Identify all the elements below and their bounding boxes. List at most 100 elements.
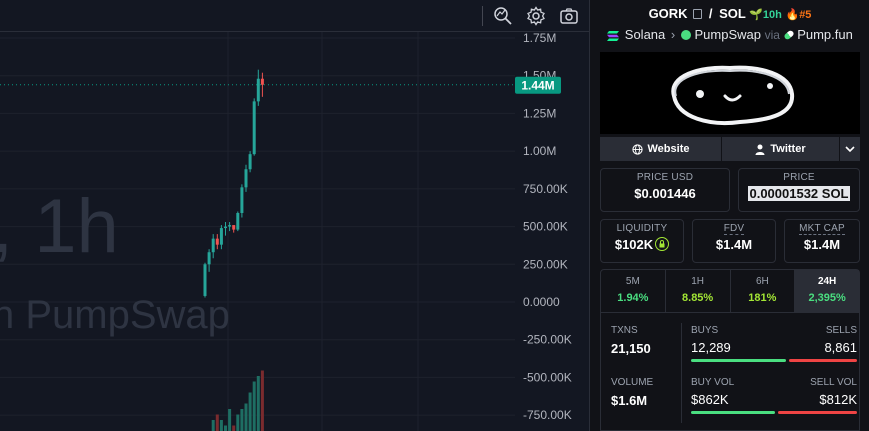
volume-bar [228,409,232,431]
flame-icon: 🔥 [785,9,800,21]
volume-label: VOLUME [611,377,654,388]
mcap-box: MKT CAP $1.4M [784,219,860,263]
sells-value: 8,861 [824,340,857,355]
y-axis-tick-label: -750.00K [523,408,572,422]
tab-24h[interactable]: 24H 2,395% [795,270,859,312]
volume-bar [256,376,260,431]
lock-icon[interactable] [655,237,670,251]
gear-icon[interactable] [525,5,547,27]
more-links-button[interactable] [840,137,860,161]
buy-sell-volume-bar [691,411,857,414]
volume-bar [219,420,223,431]
price-chart[interactable]: , 1hn PumpSwap1.75M1.50M1.25M1.00M750.00… [0,0,589,431]
buy-vol-label: BUY VOL [691,377,735,388]
candle-body [236,212,240,230]
tab-5m[interactable]: 5M 1.94% [601,270,666,312]
tab-1h-change: 8.85% [682,292,714,304]
candle-body [215,238,219,245]
chart-toolbar [0,0,589,32]
period-tabs: 5M 1.94% 1H 8.85% 6H 181% 24H 2,395% [600,269,860,313]
last-price-label: 1.44M [521,78,554,92]
buys-label: BUYS [691,325,719,336]
y-axis-tick-label: 750.00K [523,182,568,196]
twitter-label: Twitter [770,143,806,155]
price-usd-box: PRICE USD $0.001446 [600,168,730,212]
y-axis-tick-label: -500.00K [523,370,572,384]
tab-6h-label: 6H [755,276,769,287]
txns-value: 21,150 [611,341,651,356]
transactions-section: TXNS 21,150 BUYS SELLS 12,289 8,861 VOL [600,313,860,431]
volume-bar [244,403,248,431]
tab-24h-label: 24H [817,276,837,287]
tab-6h[interactable]: 6H 181% [731,270,796,312]
divider [681,323,682,423]
candle-body [244,169,248,188]
y-axis-tick-label: 1.25M [523,106,556,120]
volume-bar [232,425,236,431]
mcap-label[interactable]: MKT CAP [799,223,845,235]
base-symbol: GORK [648,6,688,21]
website-button[interactable]: Website [600,137,722,161]
candle-body [256,78,260,102]
candle-body [240,187,244,213]
tab-1h-label: 1H [691,276,705,287]
website-label: Website [647,143,690,155]
pumpswap-icon [680,30,691,40]
tab-5m-label: 5M [625,276,640,287]
buys-bar [691,359,786,362]
trending-rank-badge[interactable]: 🔥#5 [785,9,812,21]
volume-stat: VOLUME $1.6M [611,377,681,408]
volume-bar [260,370,264,431]
buy-vol-bar [691,411,775,414]
candle-body [232,225,236,230]
candle-body [224,226,227,229]
twitter-button[interactable]: Twitter [722,137,840,161]
volume-bar [211,420,215,431]
y-axis-tick-label: 1.00M [523,144,556,158]
chart-pane[interactable]: , 1h n PumpSwap 1.75M 1.50M 1.25M 1.00M 750.00… [0,0,589,431]
candle-body [252,101,256,155]
tab-5m-change: 1.94% [617,292,649,304]
y-axis-tick-label: 500.00K [523,220,568,234]
fdv-label[interactable]: FDV [723,223,745,235]
candle-body [248,154,252,170]
volume-bar [215,414,219,431]
tab-1h[interactable]: 1H 8.85% [666,270,731,312]
liquidity-box: LIQUIDITY $102K [600,219,684,263]
pair-header: GORK / SOL 🌱10h 🔥#5 Solana › PumpSwap vi… [590,0,869,50]
price-native-box: PRICE 0.00001532 SOL [738,168,860,212]
candle-body [219,228,223,245]
dex-link[interactable]: PumpSwap [694,27,761,42]
chevron-right-icon: › [670,27,676,42]
camera-icon[interactable] [558,5,580,27]
social-links-row: Website Twitter [600,137,860,161]
sells-label: SELLS [825,325,857,336]
tab-24h-change: 2,395% [808,292,846,304]
candle-body [207,252,211,265]
copy-icon[interactable] [693,9,703,19]
txns-label: TXNS [611,325,638,336]
last-price-tag [515,76,561,94]
globe-icon [631,143,643,155]
buys-value: 12,289 [691,340,731,355]
sell-vol-bar [778,411,857,414]
toolbar-separator [482,6,483,26]
pair-title: GORK / SOL 🌱10h 🔥#5 [590,6,869,21]
price-native-label: PRICE [783,172,815,183]
pill-icon [782,29,795,41]
via-label: via [764,28,780,42]
volume-bar [224,425,227,431]
seedling-icon: 🌱 [749,9,763,21]
pair-route: Solana › PumpSwap via Pump.fun [590,27,869,42]
magnify-chart-icon[interactable] [492,5,514,27]
price-usd-value: $0.001446 [634,186,696,201]
chain-link[interactable]: Solana [624,27,666,42]
launchpad-link[interactable]: Pump.fun [797,27,853,42]
liquidity-value: $102K [614,237,654,252]
solana-icon [607,30,620,41]
buy-sell-volume-stat: BUY VOL SELL VOL $862K $812K [691,377,857,414]
txns-stat: TXNS 21,150 [611,325,681,356]
user-icon [755,144,765,155]
buys-sells-stat: BUYS SELLS 12,289 8,861 [691,325,857,362]
